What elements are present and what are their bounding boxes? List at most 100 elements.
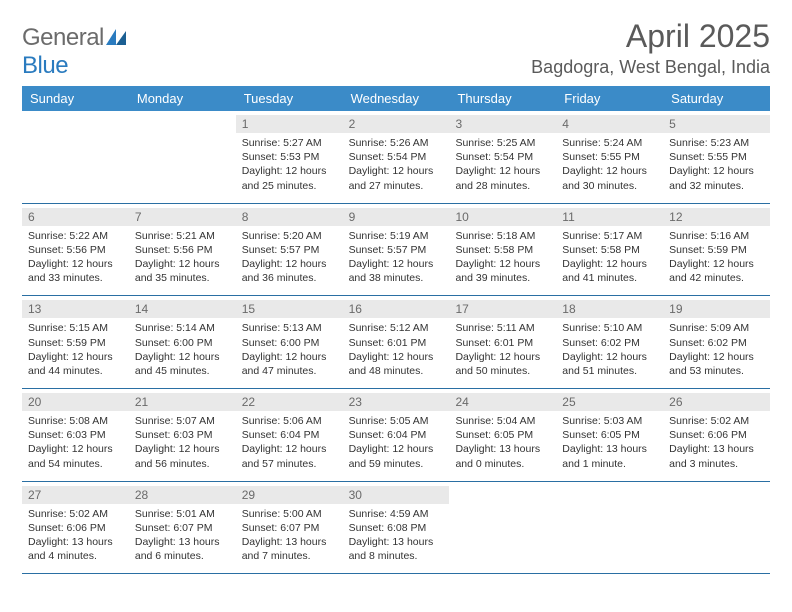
calendar-day — [22, 111, 129, 203]
day-number: 28 — [129, 486, 236, 504]
calendar-week: 27Sunrise: 5:02 AMSunset: 6:06 PMDayligh… — [22, 482, 770, 575]
day-number: 30 — [343, 486, 450, 504]
sunrise-text: Sunrise: 5:04 AM — [455, 414, 550, 428]
calendar-day: 18Sunrise: 5:10 AMSunset: 6:02 PMDayligh… — [556, 296, 663, 388]
day-number: 18 — [556, 300, 663, 318]
day-details: Sunrise: 5:20 AMSunset: 5:57 PMDaylight:… — [242, 229, 337, 286]
daylight-text: Daylight: 12 hours and 32 minutes. — [669, 164, 764, 192]
day-header-wed: Wednesday — [343, 86, 450, 111]
daylight-text: Daylight: 13 hours and 0 minutes. — [455, 442, 550, 470]
day-details: Sunrise: 5:00 AMSunset: 6:07 PMDaylight:… — [242, 507, 337, 564]
calendar-day: 17Sunrise: 5:11 AMSunset: 6:01 PMDayligh… — [449, 296, 556, 388]
sunset-text: Sunset: 6:01 PM — [349, 336, 444, 350]
daylight-text: Daylight: 12 hours and 53 minutes. — [669, 350, 764, 378]
calendar-day: 2 Sunrise: 5:26 AMSunset: 5:54 PMDaylight… — [343, 111, 450, 203]
calendar-day: 10Sunrise: 5:18 AMSunset: 5:58 PMDayligh… — [449, 204, 556, 296]
day-details: Sunrise: 5:23 AMSunset: 5:55 PMDaylight:… — [669, 136, 764, 193]
sunrise-text: Sunrise: 5:21 AM — [135, 229, 230, 243]
day-details: Sunrise: 5:02 AMSunset: 6:06 PMDaylight:… — [28, 507, 123, 564]
calendar-day: 11Sunrise: 5:17 AMSunset: 5:58 PMDayligh… — [556, 204, 663, 296]
daylight-text: Daylight: 13 hours and 8 minutes. — [349, 535, 444, 563]
day-details: Sunrise: 5:19 AMSunset: 5:57 PMDaylight:… — [349, 229, 444, 286]
day-number: 7 — [129, 208, 236, 226]
sunset-text: Sunset: 5:59 PM — [28, 336, 123, 350]
day-number: 6 — [22, 208, 129, 226]
day-number: 2 — [343, 115, 450, 133]
sunset-text: Sunset: 5:53 PM — [242, 150, 337, 164]
sunset-text: Sunset: 6:05 PM — [455, 428, 550, 442]
day-details: Sunrise: 5:08 AMSunset: 6:03 PMDaylight:… — [28, 414, 123, 471]
calendar-day: 24Sunrise: 5:04 AMSunset: 6:05 PMDayligh… — [449, 389, 556, 481]
day-header-sat: Saturday — [663, 86, 770, 111]
calendar-day: 1Sunrise: 5:27 AMSunset: 5:53 PMDaylight… — [236, 111, 343, 203]
sunset-text: Sunset: 5:55 PM — [669, 150, 764, 164]
calendar-day: 4Sunrise: 5:24 AMSunset: 5:55 PMDaylight… — [556, 111, 663, 203]
sunset-text: Sunset: 5:54 PM — [455, 150, 550, 164]
day-details: Sunrise: 5:11 AMSunset: 6:01 PMDaylight:… — [455, 321, 550, 378]
daylight-text: Daylight: 12 hours and 50 minutes. — [455, 350, 550, 378]
calendar-week: 1Sunrise: 5:27 AMSunset: 5:53 PMDaylight… — [22, 111, 770, 204]
sunset-text: Sunset: 6:08 PM — [349, 521, 444, 535]
daylight-text: Daylight: 12 hours and 59 minutes. — [349, 442, 444, 470]
sunrise-text: Sunrise: 5:11 AM — [455, 321, 550, 335]
day-details: Sunrise: 5:01 AMSunset: 6:07 PMDaylight:… — [135, 507, 230, 564]
daylight-text: Daylight: 13 hours and 6 minutes. — [135, 535, 230, 563]
daylight-text: Daylight: 12 hours and 57 minutes. — [242, 442, 337, 470]
sunrise-text: Sunrise: 5:10 AM — [562, 321, 657, 335]
calendar-day: 14Sunrise: 5:14 AMSunset: 6:00 PMDayligh… — [129, 296, 236, 388]
sunset-text: Sunset: 6:04 PM — [349, 428, 444, 442]
logo-text: GeneralBlue — [22, 24, 128, 80]
calendar-day: 7Sunrise: 5:21 AMSunset: 5:56 PMDaylight… — [129, 204, 236, 296]
sunrise-text: Sunrise: 5:07 AM — [135, 414, 230, 428]
day-details: Sunrise: 5:18 AMSunset: 5:58 PMDaylight:… — [455, 229, 550, 286]
sunrise-text: Sunrise: 4:59 AM — [349, 507, 444, 521]
daylight-text: Daylight: 12 hours and 33 minutes. — [28, 257, 123, 285]
day-details: Sunrise: 5:09 AMSunset: 6:02 PMDaylight:… — [669, 321, 764, 378]
logo-mark-icon — [106, 24, 128, 52]
sunrise-text: Sunrise: 5:03 AM — [562, 414, 657, 428]
daylight-text: Daylight: 12 hours and 27 minutes. — [349, 164, 444, 192]
day-number: 15 — [236, 300, 343, 318]
day-details: Sunrise: 5:16 AMSunset: 5:59 PMDaylight:… — [669, 229, 764, 286]
day-details: Sunrise: 5:17 AMSunset: 5:58 PMDaylight:… — [562, 229, 657, 286]
day-header-thu: Thursday — [449, 86, 556, 111]
daylight-text: Daylight: 13 hours and 1 minute. — [562, 442, 657, 470]
day-details: Sunrise: 5:22 AMSunset: 5:56 PMDaylight:… — [28, 229, 123, 286]
calendar-day: 21 Sunrise: 5:07 AMSunset: 6:03 PMDayligh… — [129, 389, 236, 481]
sunrise-text: Sunrise: 5:24 AM — [562, 136, 657, 150]
day-details: Sunrise: 5:07 AMSunset: 6:03 PMDaylight:… — [135, 414, 230, 471]
day-details: Sunrise: 4:59 AMSunset: 6:08 PMDaylight:… — [349, 507, 444, 564]
sunrise-text: Sunrise: 5:16 AM — [669, 229, 764, 243]
sunset-text: Sunset: 6:03 PM — [28, 428, 123, 442]
day-number: 21 — [129, 393, 236, 411]
sunset-text: Sunset: 6:07 PM — [135, 521, 230, 535]
calendar-day: 16Sunrise: 5:12 AMSunset: 6:01 PMDayligh… — [343, 296, 450, 388]
calendar-week: 6 Sunrise: 5:22 AMSunset: 5:56 PMDaylight… — [22, 204, 770, 297]
sunrise-text: Sunrise: 5:13 AM — [242, 321, 337, 335]
sunset-text: Sunset: 5:54 PM — [349, 150, 444, 164]
day-number: 23 — [343, 393, 450, 411]
daylight-text: Daylight: 12 hours and 48 minutes. — [349, 350, 444, 378]
sunrise-text: Sunrise: 5:06 AM — [242, 414, 337, 428]
calendar-week: 20Sunrise: 5:08 AMSunset: 6:03 PMDayligh… — [22, 389, 770, 482]
day-details: Sunrise: 5:24 AMSunset: 5:55 PMDaylight:… — [562, 136, 657, 193]
calendar-day — [449, 482, 556, 574]
day-number: 1 — [236, 115, 343, 133]
day-number: 9 — [343, 208, 450, 226]
sunset-text: Sunset: 6:02 PM — [562, 336, 657, 350]
calendar-day: 30 Sunrise: 4:59 AMSunset: 6:08 PMDayligh… — [343, 482, 450, 574]
day-number: 19 — [663, 300, 770, 318]
calendar-day: 9 Sunrise: 5:19 AMSunset: 5:57 PMDaylight… — [343, 204, 450, 296]
sunrise-text: Sunrise: 5:26 AM — [349, 136, 444, 150]
calendar-day — [556, 482, 663, 574]
daylight-text: Daylight: 12 hours and 25 minutes. — [242, 164, 337, 192]
calendar-day: 23Sunrise: 5:05 AMSunset: 6:04 PMDayligh… — [343, 389, 450, 481]
sunset-text: Sunset: 6:00 PM — [242, 336, 337, 350]
calendar-day: 22Sunrise: 5:06 AMSunset: 6:04 PMDayligh… — [236, 389, 343, 481]
sunset-text: Sunset: 5:59 PM — [669, 243, 764, 257]
location: Bagdogra, West Bengal, India — [531, 57, 770, 78]
day-number: 13 — [22, 300, 129, 318]
calendar-day: 13Sunrise: 5:15 AMSunset: 5:59 PMDayligh… — [22, 296, 129, 388]
sunrise-text: Sunrise: 5:19 AM — [349, 229, 444, 243]
page-header: GeneralBlue April 2025 Bagdogra, West Be… — [22, 18, 770, 80]
